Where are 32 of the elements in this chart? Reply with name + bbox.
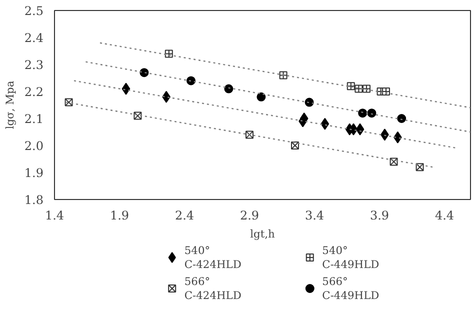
point bbox=[256, 92, 266, 102]
point bbox=[304, 98, 314, 107]
point bbox=[122, 82, 130, 95]
y-tick-label: 1.8 bbox=[24, 193, 44, 207]
x-tick-label: 4.4 bbox=[434, 208, 454, 222]
legend-label: 540° C-449HLD bbox=[322, 244, 380, 272]
y-tick-label: 2.3 bbox=[24, 58, 44, 72]
x-tick-label: 1.4 bbox=[44, 208, 64, 222]
y-tick-label: 2.5 bbox=[24, 4, 44, 18]
x-tick-label: 2.9 bbox=[240, 208, 260, 222]
x-tick-label: 3.9 bbox=[370, 208, 390, 222]
y-tick-label: 2.1 bbox=[24, 112, 44, 126]
x-tick-label: 2.4 bbox=[174, 208, 194, 222]
y-axis-title: lgσ, Mpa bbox=[3, 80, 16, 130]
point bbox=[358, 108, 368, 118]
y-tick-label: 2.0 bbox=[24, 139, 44, 153]
x-tick-label: 1.9 bbox=[110, 208, 130, 222]
x-tick-label: 3.4 bbox=[304, 208, 324, 222]
point bbox=[397, 114, 406, 123]
legend-label: 540° C-424HLD bbox=[184, 244, 242, 272]
point bbox=[140, 68, 149, 78]
legend-label: 566° C-424HLD bbox=[184, 274, 242, 302]
point bbox=[224, 84, 234, 94]
legend-label: 566° C-449HLD bbox=[322, 274, 380, 302]
point bbox=[186, 76, 196, 86]
point bbox=[320, 118, 330, 130]
x-axis-title: lgt,h bbox=[250, 228, 276, 240]
y-tick-label: 1.9 bbox=[24, 166, 44, 180]
y-tick-label: 2.4 bbox=[24, 31, 44, 45]
point bbox=[356, 123, 364, 136]
point bbox=[367, 108, 376, 118]
y-tick-label: 2.2 bbox=[24, 85, 44, 99]
